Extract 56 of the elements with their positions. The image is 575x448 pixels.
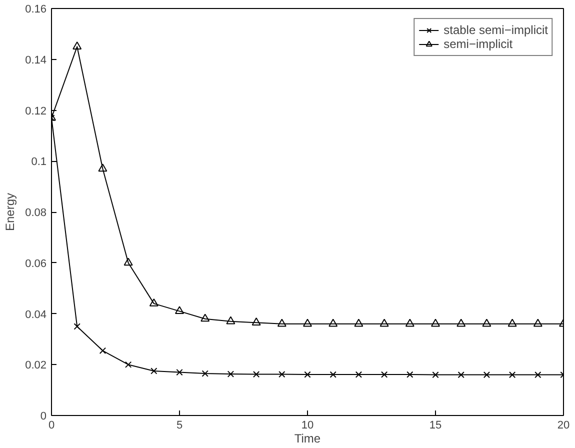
point (456, 318, 466, 327)
x-tick-label: 0 (48, 420, 55, 432)
point (405, 318, 414, 327)
point (355, 371, 362, 378)
point (380, 371, 388, 378)
x-tick-label: 5 (176, 420, 183, 432)
point (74, 323, 80, 330)
x-tick-label: 20 (557, 420, 570, 432)
point (150, 368, 158, 374)
x-tick-label: 10 (301, 420, 314, 432)
point (277, 318, 286, 327)
x-tick-label: 15 (429, 420, 442, 432)
point (98, 164, 108, 172)
y-tick-label: 0.14 (25, 54, 47, 66)
y-tick-label: 0.16 (25, 4, 47, 16)
point (330, 371, 336, 378)
point (200, 314, 210, 322)
y-tick-label: 0.08 (25, 207, 47, 219)
point (328, 318, 338, 327)
y-tick-label: 0.06 (25, 258, 47, 270)
point (278, 370, 286, 378)
point (380, 318, 389, 327)
point (99, 347, 106, 354)
point (149, 298, 158, 306)
point (534, 371, 542, 378)
point (431, 318, 440, 327)
legend-label: stable semi−implicit (444, 23, 548, 37)
point (354, 318, 364, 327)
y-tick-label: 0 (40, 410, 47, 422)
point (175, 306, 184, 314)
point (508, 318, 517, 327)
point (303, 318, 312, 327)
point (458, 371, 464, 378)
point (304, 371, 311, 378)
legend-label: semi−implicit (444, 37, 513, 51)
point (124, 258, 133, 266)
point (432, 371, 439, 378)
point (508, 371, 516, 378)
point (202, 370, 208, 377)
point (406, 371, 414, 378)
point (226, 316, 236, 324)
y-tick-label: 0.1 (31, 156, 47, 168)
point (252, 370, 260, 378)
point (533, 318, 542, 327)
point (176, 368, 183, 376)
y-tick-label: 0.04 (25, 308, 47, 321)
point (124, 361, 132, 368)
point (483, 371, 490, 378)
point (227, 370, 234, 378)
y-tick-label: 0.12 (25, 105, 47, 118)
point (72, 42, 82, 50)
y-tick-label: 0.02 (25, 360, 47, 372)
x-axis-title: Time (294, 432, 321, 446)
point (482, 318, 492, 327)
y-axis-title: Energy (3, 192, 18, 232)
point (252, 318, 261, 326)
